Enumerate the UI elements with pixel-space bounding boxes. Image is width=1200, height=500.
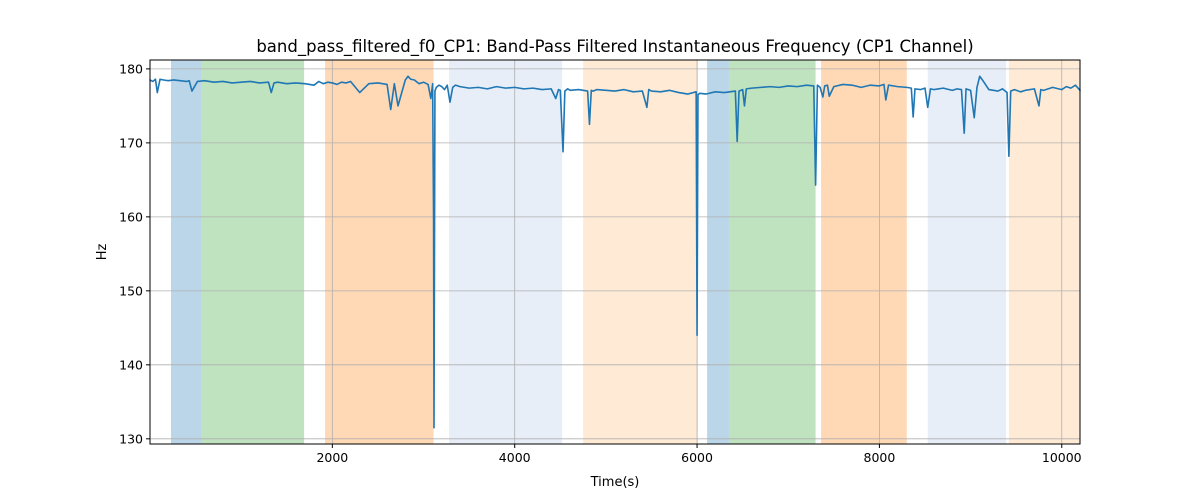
x-tick-label: 2000 [316,450,348,465]
y-tick-label: 140 [119,357,143,372]
series-group [149,75,1081,429]
grid-lines [150,60,1080,444]
shaded-band-2 [201,60,305,444]
shaded-band-8 [821,60,907,444]
shaded-band-1 [170,60,202,444]
shaded-band-4 [449,60,563,444]
x-axis-label: Time(s) [590,475,640,490]
y-axis-label: Hz [95,244,110,261]
chart-title: band_pass_filtered_f0_CP1: Band-Pass Fil… [256,37,973,57]
y-tick-label: 180 [119,61,143,76]
shaded-band-10 [1008,60,1080,444]
x-tick-label: 4000 [499,450,531,465]
plot-frame [149,59,1081,445]
shaded-band-7 [728,60,816,444]
y-tick-label: 150 [119,283,143,298]
x-axis-ticks: 2000 4000 6000 8000 10000 [316,444,1082,465]
shaded-band-5 [583,60,698,444]
y-axis-ticks: 130 140 150 160 170 180 [119,61,150,446]
shaded-bands [170,60,1080,444]
shaded-band-3 [325,60,434,444]
y-tick-label: 130 [119,431,143,446]
x-tick-label: 8000 [864,450,896,465]
series-line-1 [149,75,1081,429]
y-tick-label: 170 [119,135,143,150]
shaded-band-6 [707,60,729,444]
x-tick-label: 10000 [1042,450,1082,465]
shaded-band-9 [927,60,1007,444]
x-tick-label: 6000 [681,450,713,465]
y-tick-label: 160 [119,209,143,224]
